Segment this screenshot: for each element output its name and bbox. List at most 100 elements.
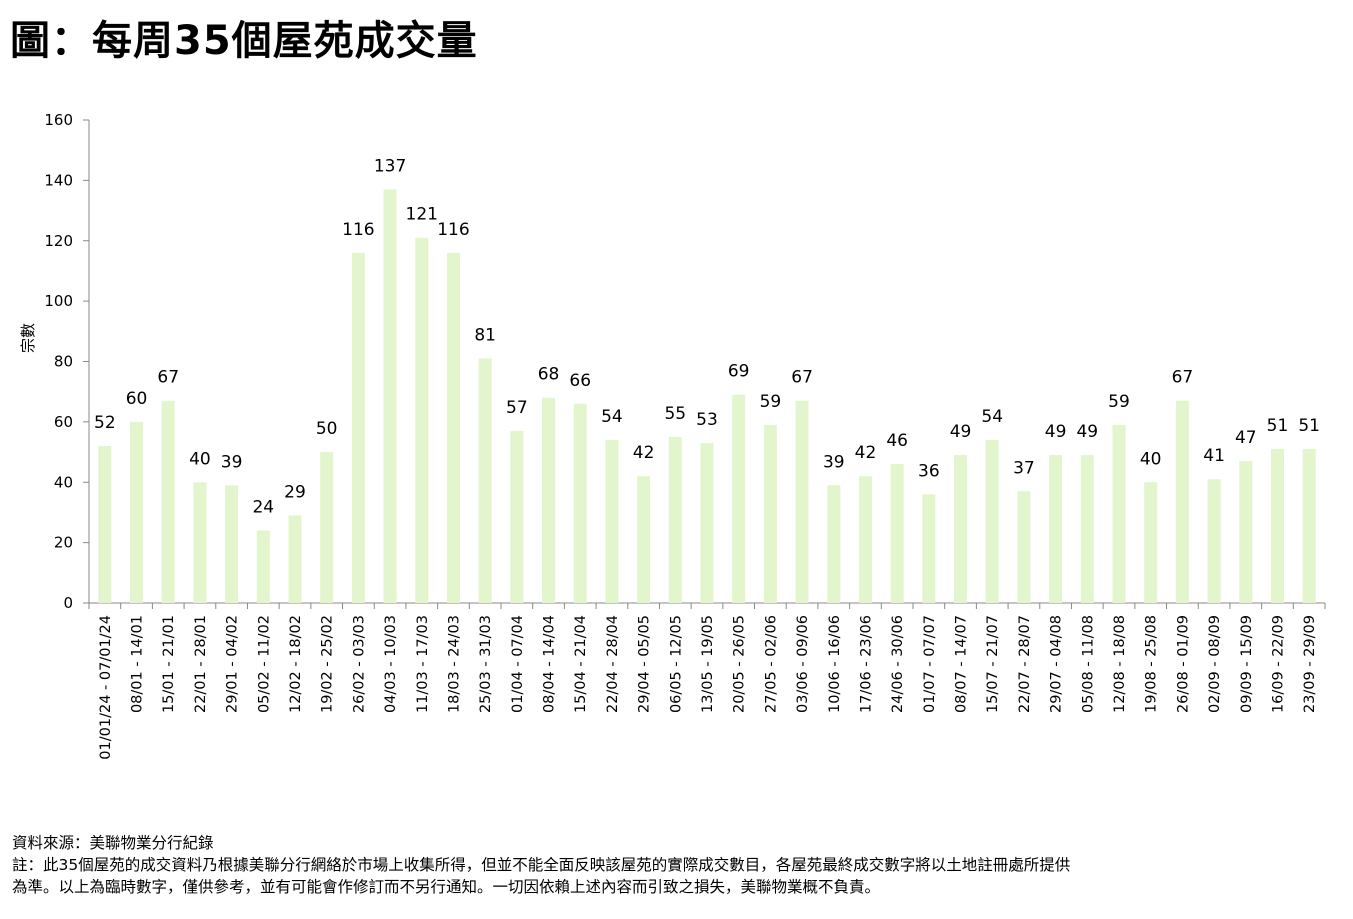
disclaimer-line-2: 為準。以上為臨時數字，僅供參考，並有可能會作修訂而不另行通知。一切因依賴上述內容… [12,878,881,896]
x-tick-label: 13/05 - 19/05 [700,615,716,713]
bar [1175,400,1189,603]
x-tick-label: 05/08 - 11/08 [1080,615,1096,713]
footnotes: 資料來源：美聯物業分行紀錄 註：此35個屋苑的成交資料乃根據美聯分行網絡於市場上… [12,832,1070,898]
bar [700,443,714,603]
bar [1239,461,1253,603]
bar [1049,455,1063,603]
bar [573,403,587,603]
x-tick-label: 12/08 - 18/08 [1112,615,1128,713]
y-tick-label: 20 [54,534,73,552]
x-tick-label: 10/06 - 16/06 [827,615,843,713]
data-label: 53 [696,410,718,430]
data-label: 42 [633,443,655,463]
x-tick-label: 02/09 - 08/09 [1207,615,1223,713]
bar [858,476,872,603]
data-label: 46 [886,431,908,451]
data-label: 49 [1045,422,1067,442]
x-tick-label: 03/06 - 09/06 [795,615,811,713]
data-label: 47 [1235,428,1257,448]
bar [1080,455,1094,603]
bar [763,424,777,603]
bar [1207,479,1221,603]
x-tick-label: 29/01 - 04/02 [225,615,241,713]
x-tick-label: 15/04 - 21/04 [573,615,589,713]
x-tick-label: 04/03 - 10/03 [383,615,399,713]
bar [256,530,270,603]
data-label: 39 [221,452,243,472]
x-tick-label: 09/09 - 15/09 [1239,615,1255,713]
bar [1144,482,1158,603]
bar [130,421,144,603]
x-tick-label: 17/06 - 23/06 [858,615,874,713]
x-tick-label: 06/05 - 12/05 [668,615,684,713]
data-label: 24 [252,498,274,518]
data-label: 67 [157,368,179,388]
x-tick-label: 25/03 - 31/03 [478,615,494,713]
bar [954,455,968,603]
bar [1302,449,1316,603]
x-tick-label: 16/09 - 22/09 [1270,615,1286,713]
bar [320,452,334,603]
bar [985,439,999,603]
x-tick-label: 26/08 - 01/09 [1175,615,1191,713]
bar [890,464,904,603]
data-label: 29 [284,482,306,502]
bar [193,482,207,603]
bar [795,400,809,603]
data-label: 60 [126,389,148,409]
data-label: 50 [316,419,338,439]
x-tick-label: 15/01 - 21/01 [161,615,177,713]
data-label: 36 [918,461,940,481]
x-axis [88,602,1326,609]
x-tick-label: 29/07 - 04/08 [1049,615,1065,713]
x-tick-label: 15/07 - 21/07 [985,615,1001,713]
x-tick-label: 19/08 - 25/08 [1144,615,1160,713]
data-label: 51 [1298,416,1320,436]
x-tick-labels-group: 01/01/24 - 07/01/24 08/01 - 14/01 15/01 - … [98,615,1318,760]
y-tick-label: 160 [44,111,73,129]
bar [1017,491,1031,603]
bar [383,189,397,603]
x-tick-label: 01/01/24 - 07/01/24 [98,615,114,760]
data-label: 69 [728,362,750,382]
data-label: 52 [94,413,116,433]
x-tick-label: 01/04 - 07/04 [510,615,526,713]
data-label: 137 [374,156,406,176]
bar [288,515,302,603]
data-label: 66 [569,371,591,391]
y-axis: 0 20 40 60 80 100 120 140 160 [44,111,90,612]
x-tick-label: 08/01 - 14/01 [130,615,146,713]
bar [478,358,492,603]
bar [542,397,556,603]
data-label: 54 [981,407,1003,427]
bar-chart: 宗數 0 20 40 60 80 100 120 140 160 52 60 67 40 39 24 29 5… [19,111,1326,760]
bar [827,485,841,603]
y-tick-label: 80 [54,353,73,371]
bar [605,439,619,603]
data-label: 37 [1013,458,1035,478]
data-label: 54 [601,407,623,427]
x-tick-label: 22/04 - 28/04 [605,615,621,713]
x-tick-label: 18/03 - 24/03 [446,615,462,713]
y-tick-label: 0 [63,594,73,612]
bar [351,252,365,603]
data-label: 81 [474,325,496,345]
y-axis-label: 宗數 [19,323,37,353]
x-tick-label: 08/07 - 14/07 [954,615,970,713]
x-tick-label: 22/07 - 28/07 [1017,615,1033,713]
y-tick-label: 60 [54,413,73,431]
x-tick-label: 05/02 - 11/02 [256,615,272,713]
bar [1270,449,1284,603]
data-label: 49 [1076,422,1098,442]
source-note: 資料來源：美聯物業分行紀錄 [12,834,214,852]
y-tick-label: 120 [44,232,73,250]
data-label: 68 [538,365,560,385]
x-tick-label: 26/02 - 03/03 [351,615,367,713]
data-label: 67 [791,368,813,388]
x-tick-label: 12/02 - 18/02 [288,615,304,713]
x-tick-label: 20/05 - 26/05 [732,615,748,713]
x-tick-label: 27/05 - 02/06 [763,615,779,713]
bar [922,494,936,603]
data-label: 116 [342,220,374,240]
disclaimer-line-1: 註：此35個屋苑的成交資料乃根據美聯分行網絡於市場上收集所得，但並不能全面反映該… [12,856,1071,874]
